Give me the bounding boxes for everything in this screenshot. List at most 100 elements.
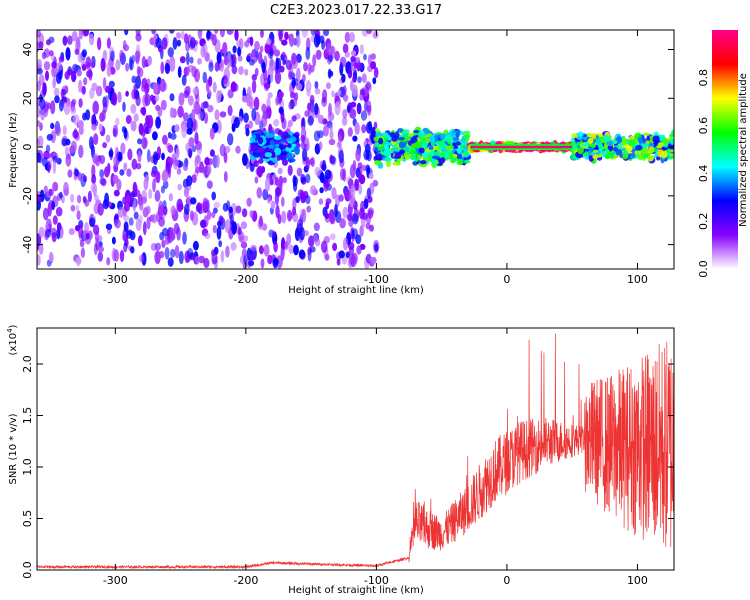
- spectral-blob: [174, 245, 180, 259]
- spectral-blob: [37, 120, 41, 127]
- spectral-blob: [80, 247, 85, 258]
- spectral-blob: [241, 208, 248, 218]
- spectral-blob: [152, 131, 158, 141]
- spectral-blob: [370, 53, 376, 60]
- spectral-blob: [307, 115, 314, 126]
- spectral-blob: [305, 195, 311, 205]
- colorbar-tick-label: 0.4: [697, 165, 710, 183]
- spectral-blob: [389, 132, 396, 138]
- spectral-blob: [53, 87, 60, 97]
- spectral-blob: [91, 174, 97, 184]
- spectral-blob: [134, 50, 141, 63]
- spectral-blob: [360, 110, 368, 121]
- spectral-blob: [246, 197, 252, 207]
- spectral-blob: [70, 106, 77, 115]
- spectral-blob: [278, 30, 283, 42]
- spectral-blob: [181, 74, 187, 86]
- spectral-blob: [281, 196, 285, 207]
- spectral-blob: [159, 231, 165, 241]
- spectral-blob: [342, 237, 349, 251]
- spectral-blob: [67, 66, 73, 76]
- spectral-blob: [259, 151, 265, 159]
- spectral-blob: [115, 117, 120, 126]
- spectral-blob: [209, 149, 215, 157]
- spectral-blob: [212, 81, 217, 93]
- spectral-blob: [360, 200, 366, 213]
- spectral-blob: [45, 152, 52, 159]
- spectral-blob: [598, 142, 603, 149]
- spectral-blob: [605, 152, 614, 158]
- spectral-blob: [251, 74, 257, 81]
- spectral-blob: [370, 256, 377, 264]
- spectral-blob: [284, 240, 289, 251]
- spectral-blob: [85, 109, 91, 121]
- spectral-blob: [404, 129, 410, 134]
- spectral-blob: [202, 166, 208, 174]
- spectral-blob: [603, 134, 611, 142]
- spectral-blob: [293, 96, 298, 107]
- spectral-blob: [322, 125, 329, 137]
- spectral-blob: [42, 207, 49, 221]
- spectral-blob: [185, 41, 190, 52]
- spectral-blob: [186, 51, 190, 66]
- spectral-blob: [153, 82, 158, 95]
- spectral-blob: [83, 77, 88, 86]
- spectral-blob: [291, 77, 296, 89]
- spectral-blob: [302, 230, 310, 237]
- spectral-blob: [59, 191, 63, 199]
- spectral-blob: [404, 154, 410, 161]
- spectral-blob: [85, 232, 90, 240]
- spectral-blob: [58, 99, 64, 112]
- spectral-blob: [194, 255, 200, 265]
- spectral-blob: [455, 141, 461, 146]
- spectral-blob: [151, 213, 158, 224]
- snr-frame: [36, 327, 675, 571]
- spectral-blob: [189, 197, 197, 205]
- spectral-blob: [419, 130, 424, 134]
- spectral-blob: [305, 173, 311, 184]
- spectral-blob: [38, 74, 45, 86]
- spectral-blob: [306, 88, 311, 97]
- colorbar-tick-label: 0.6: [697, 117, 710, 135]
- spectral-blob: [322, 30, 330, 37]
- spectral-blob: [106, 162, 111, 174]
- y-tick-label: 1.0: [21, 458, 34, 476]
- spectral-blob: [428, 135, 435, 143]
- spectral-blob: [169, 93, 175, 102]
- spectral-blob: [88, 33, 95, 46]
- spectral-blob: [72, 63, 79, 74]
- spectral-blob: [577, 131, 584, 137]
- spectral-blob: [226, 200, 231, 211]
- spectral-blob: [285, 59, 293, 70]
- spectral-blob: [89, 87, 95, 99]
- spectral-blob: [40, 106, 46, 121]
- spectral-blob: [361, 164, 367, 172]
- y-tick-label: 20: [21, 91, 34, 105]
- spectral-blob: [78, 79, 83, 93]
- spectral-blob: [300, 135, 306, 143]
- spectral-blob: [55, 72, 62, 85]
- spectral-blob: [216, 90, 222, 104]
- spectral-blob: [287, 211, 294, 220]
- spectral-blob: [130, 103, 137, 114]
- spectral-blob: [198, 255, 205, 264]
- spectral-blob: [289, 33, 295, 48]
- spectral-blob: [292, 198, 297, 210]
- spectral-blob: [358, 174, 366, 185]
- spectral-blob: [577, 146, 584, 155]
- spectral-blob: [334, 101, 341, 116]
- spectral-blob: [350, 184, 356, 197]
- spectral-blob: [391, 147, 400, 152]
- spectral-blob: [309, 94, 315, 106]
- y-tick-label: 1.5: [21, 407, 34, 425]
- spectral-blob: [141, 56, 147, 69]
- spectral-blob: [243, 112, 249, 124]
- spectral-blob: [88, 136, 94, 150]
- spectral-blob: [119, 250, 125, 262]
- spectral-blob: [261, 103, 267, 113]
- spectrogram-heatmap: [37, 30, 674, 269]
- spectral-blob: [129, 231, 136, 241]
- spectral-blob: [428, 145, 434, 150]
- spectral-blob: [161, 152, 165, 161]
